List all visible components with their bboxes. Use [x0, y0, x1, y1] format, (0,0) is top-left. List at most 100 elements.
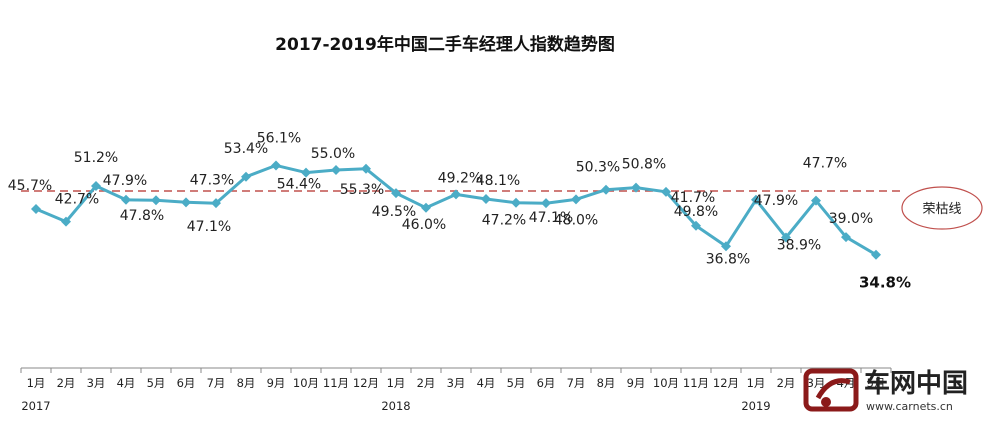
data-label: 49.8% [674, 204, 718, 220]
x-tick-label: 4月 [117, 376, 136, 390]
data-point [211, 198, 221, 209]
data-point [751, 194, 761, 205]
data-label: 47.9% [754, 193, 798, 209]
data-label: 47.1% [187, 219, 231, 235]
x-tick-label: 6月 [537, 376, 556, 390]
data-label: 47.7% [803, 156, 847, 172]
data-labels: 45.7%42.7% 51.2% 47.9% 47.8% 47.3% 47.1% 53.4%… [8, 130, 911, 291]
x-tick-label: 11月 [683, 376, 709, 390]
x-tick-label: 1月 [747, 376, 766, 390]
x-tick-label: 8月 [597, 376, 616, 390]
data-point [481, 193, 491, 204]
x-tick-label: 2月 [777, 376, 796, 390]
data-point [811, 195, 821, 206]
data-label: 39.0% [829, 211, 873, 227]
x-tick-label: 3月 [87, 376, 106, 390]
data-label: 53.4% [224, 141, 268, 157]
x-tick-label: 9月 [267, 376, 286, 390]
data-label: 38.9% [777, 238, 821, 254]
x-tick-label: 6月 [177, 376, 196, 390]
data-label: 49.5% [372, 204, 416, 220]
data-point [421, 202, 431, 213]
data-label: 47.3% [190, 172, 234, 188]
x-tick-label: 5月 [507, 376, 526, 390]
data-label: 47.2% [482, 213, 526, 229]
data-label: 34.8% [859, 274, 911, 292]
data-point [271, 160, 281, 171]
x-tick-label: 7月 [567, 376, 586, 390]
data-point [511, 197, 521, 208]
x-tick-label: 7月 [207, 376, 226, 390]
data-point [601, 184, 611, 195]
callout-ellipse [901, 186, 983, 230]
data-label: 49.2% [438, 170, 482, 186]
x-axis: 1月 2月 3月 4月 5月 6月 7月 8月 9月 10月 11月 12月 1月 2月 3月 4月 5月 6月 7… [20, 367, 892, 413]
data-label: 48.0% [554, 212, 598, 228]
data-label: 47.8% [120, 208, 164, 224]
x-tick-label: 12月 [353, 376, 379, 390]
data-label: 46.0% [402, 217, 446, 233]
x-tick-label: 3月 [807, 376, 826, 390]
data-point [31, 204, 41, 215]
year-label: 2019 [741, 399, 770, 413]
data-point [541, 198, 551, 209]
reference-line-label: 荣枯线 [922, 202, 961, 217]
data-point [841, 232, 851, 243]
data-label: 56.1% [257, 130, 301, 146]
x-tick-label: 11月 [323, 376, 349, 390]
x-tick-label: 1月 [27, 376, 46, 390]
data-label: 50.8% [622, 157, 666, 173]
series-line [31, 160, 881, 260]
x-tick-label: 5月 [867, 376, 886, 390]
x-tick-label: 8月 [237, 376, 256, 390]
data-point [91, 180, 101, 191]
x-tick-label: 12月 [713, 376, 739, 390]
data-point [391, 188, 401, 199]
data-label: 41.7% [671, 190, 715, 206]
data-label: 55.0% [311, 146, 355, 162]
x-tick-label: 4月 [477, 376, 496, 390]
data-point [631, 182, 641, 193]
watermark-url: www.carnets.cn [866, 400, 953, 413]
data-point [661, 186, 671, 197]
data-point [61, 216, 71, 227]
x-tick-label: 2月 [417, 376, 436, 390]
data-point [871, 249, 881, 260]
data-label: 54.4% [277, 177, 321, 193]
data-label: 55.3% [340, 182, 384, 198]
year-label: 2017 [21, 399, 50, 413]
data-point [181, 197, 191, 208]
reference-line-callout: 荣枯线 [901, 186, 983, 230]
data-point [151, 195, 161, 206]
data-label: 42.7% [55, 192, 99, 208]
x-tick-label: 5月 [147, 376, 166, 390]
data-label: 48.1% [476, 173, 520, 189]
data-point [781, 232, 791, 243]
data-point [331, 165, 341, 176]
data-point [691, 220, 701, 231]
watermark-text: 车网中国 [864, 368, 968, 399]
data-point [361, 163, 371, 174]
x-tick-label: 9月 [627, 376, 646, 390]
x-tick-label: 10月 [653, 376, 679, 390]
data-point [241, 171, 251, 182]
watermark-logo: 车网中国 www.carnets.cn [803, 368, 968, 413]
x-tick-label: 1月 [387, 376, 406, 390]
year-label: 2018 [381, 399, 410, 413]
data-label: 47.9% [103, 173, 147, 189]
chart-title: 2017-2019年中国二手车经理人指数趋势图 [275, 34, 615, 55]
data-label: 36.8% [706, 251, 750, 267]
x-tick-label: 10月 [293, 376, 319, 390]
data-label: 51.2% [74, 150, 118, 166]
x-tick-label: 3月 [447, 376, 466, 390]
data-point [721, 241, 731, 252]
data-point [451, 189, 461, 200]
data-point [121, 194, 131, 205]
x-tick-label: 2月 [57, 376, 76, 390]
data-point [301, 167, 311, 178]
data-point [571, 194, 581, 205]
watermark-emblem [803, 368, 859, 412]
data-label: 50.3% [576, 160, 620, 176]
data-label: 45.7% [8, 178, 52, 194]
